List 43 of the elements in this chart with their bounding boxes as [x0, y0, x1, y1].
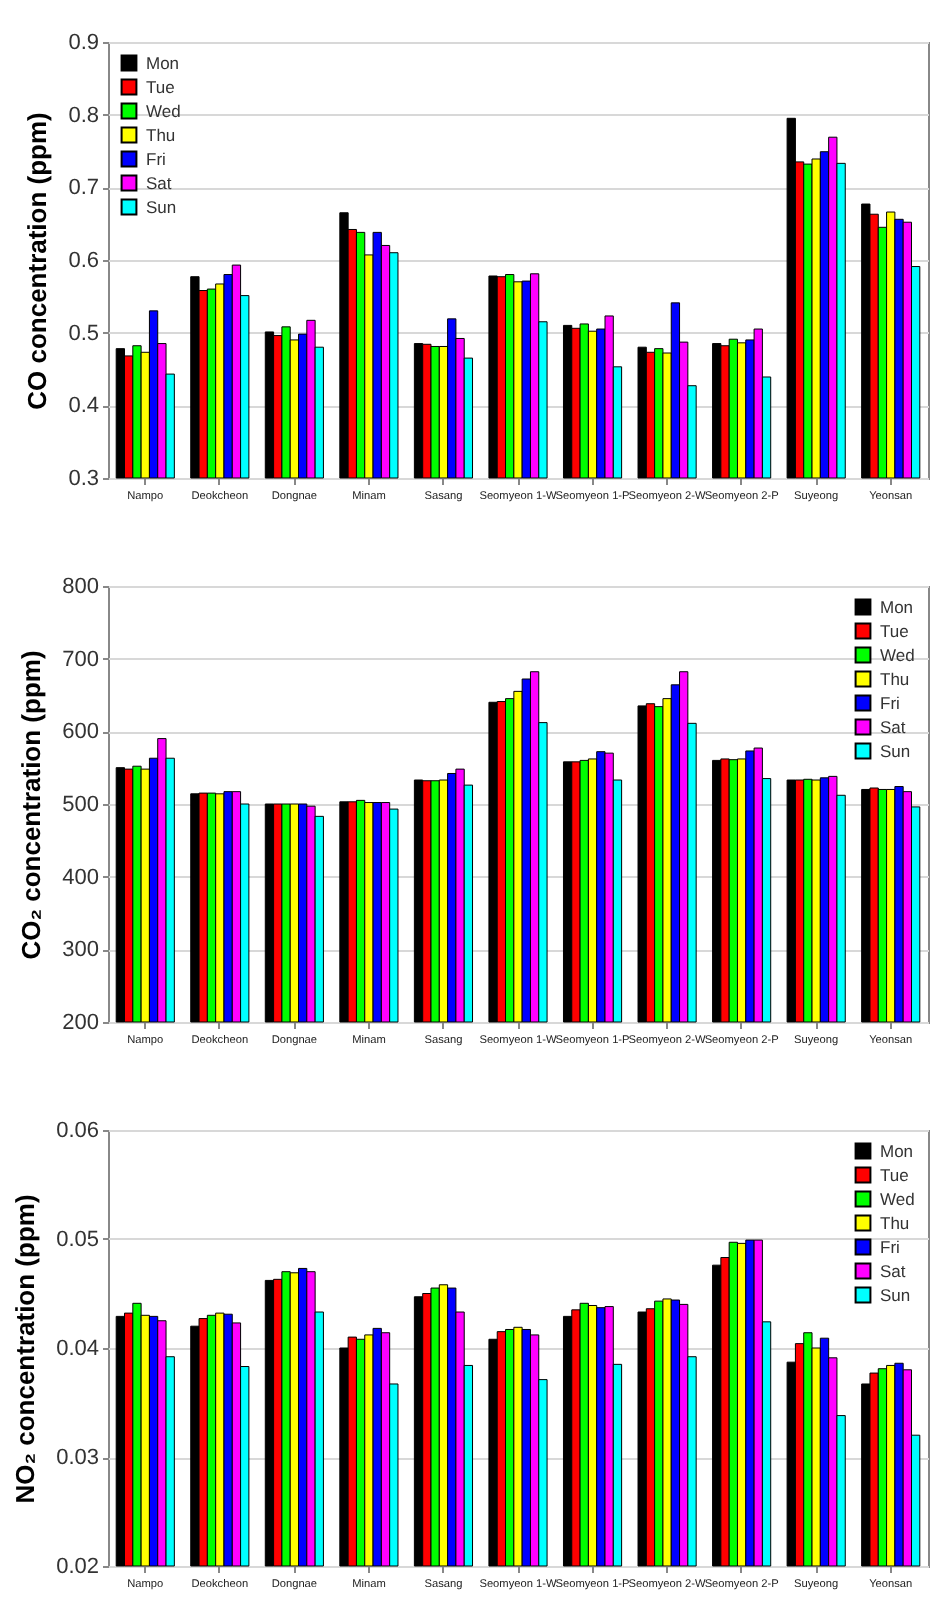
y-tick-label: 0.4 [68, 394, 99, 419]
legend-label: Sun [880, 741, 911, 761]
y-tick-label: 800 [62, 575, 99, 599]
y-axis-title: NO₂ concentration (ppm) [10, 1194, 41, 1504]
legend-label: Wed [880, 645, 916, 665]
y-tick-label: 400 [62, 865, 99, 890]
y-tick-label: 700 [62, 647, 99, 672]
y-axis-title: CO₂ concentration (ppm) [16, 650, 47, 960]
legend-label: Fri [880, 1237, 901, 1257]
y-tick-label: 500 [62, 793, 99, 817]
y-tick-label: 200 [62, 1011, 99, 1035]
y-tick-label: 0.8 [68, 103, 99, 128]
legend-label: Mon [880, 1141, 914, 1161]
y-tick-label: 0.3 [68, 467, 99, 491]
legend-label: Sat [146, 173, 173, 193]
y-tick-label: 600 [62, 720, 99, 745]
y-tick-label: 0.04 [56, 1337, 99, 1361]
legend-label: Sun [146, 197, 177, 217]
legend-label: Tue [880, 621, 910, 641]
legend-label: Wed [146, 101, 182, 121]
y-tick-label: 0.06 [56, 1119, 99, 1143]
legend-label: Sat [880, 1261, 907, 1281]
legend-label: Tue [880, 1165, 910, 1185]
legend-label: Thu [146, 125, 176, 145]
legend-label: Sun [880, 1285, 911, 1305]
legend-label: Wed [880, 1189, 916, 1209]
y-axis-title: CO concentration (ppm) [22, 112, 53, 410]
y-tick-label: 0.5 [68, 321, 99, 346]
legend-label: Fri [146, 149, 167, 169]
y-tick-label: 300 [62, 938, 99, 963]
legend-label: Thu [880, 669, 910, 689]
y-tick-label: 0.02 [56, 1555, 99, 1579]
y-tick-label: 0.03 [56, 1446, 99, 1470]
legend-label: Thu [880, 1213, 910, 1233]
legend-label: Sat [880, 717, 907, 737]
y-tick-label: 0.6 [68, 249, 99, 273]
y-tick-label: 0.05 [56, 1228, 99, 1252]
legend-label: Mon [146, 53, 180, 73]
y-tick-label: 0.7 [68, 176, 99, 201]
y-tick-label: 0.9 [68, 31, 99, 55]
legend-label: Fri [880, 693, 901, 713]
legend-label: Mon [880, 597, 914, 617]
legend-label: Tue [146, 77, 176, 97]
